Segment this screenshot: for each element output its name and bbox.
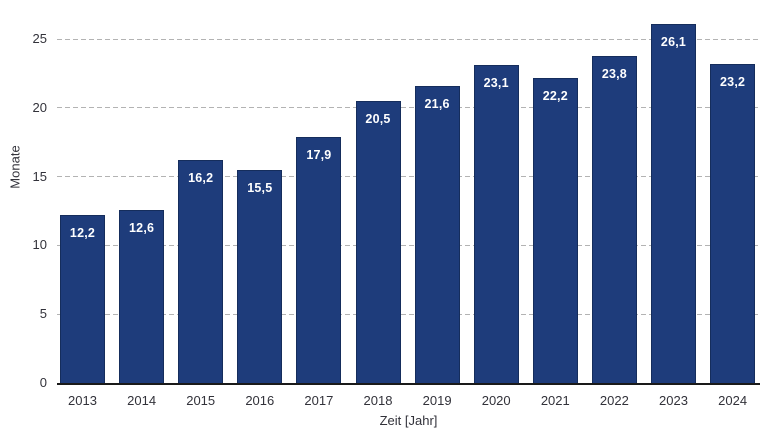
plot-area: 12,2 12,6 16,2 15,5 17,9 20,5 21,6 23,1 22,2 23,8… bbox=[57, 0, 760, 385]
bar-2013: 12,2 bbox=[60, 215, 105, 383]
bar-value-label-2014: 12,6 bbox=[129, 220, 155, 235]
x-tick-2017: 2017 bbox=[304, 393, 334, 408]
y-tick-0: 0 bbox=[39, 375, 47, 390]
y-tick-5: 5 bbox=[39, 306, 47, 322]
bar-2022: 23,8 bbox=[591, 55, 637, 383]
bar-value-label-2013: 12,2 bbox=[69, 226, 96, 241]
y-tick-10: 10 bbox=[32, 237, 47, 253]
bar-2020: 23,1 bbox=[473, 65, 519, 383]
bar-value-label-2018: 20,5 bbox=[365, 111, 391, 126]
bar-value-label-2021: 22,2 bbox=[542, 88, 568, 103]
x-tick-2020: 2020 bbox=[481, 393, 511, 408]
x-tick-2018: 2018 bbox=[363, 393, 393, 408]
bar-value-label-2020: 23,1 bbox=[483, 76, 509, 91]
x-tick-2015: 2015 bbox=[186, 393, 216, 408]
x-tick-2014: 2014 bbox=[127, 393, 157, 408]
bar-value-label-2023: 26,1 bbox=[660, 34, 687, 49]
gridline-15 bbox=[57, 176, 760, 178]
y-tick-25: 25 bbox=[32, 31, 47, 46]
x-tick-2022: 2022 bbox=[599, 393, 629, 408]
y-tick-15: 15 bbox=[32, 168, 47, 184]
bar-value-label-2015: 16,2 bbox=[188, 171, 214, 186]
bar-value-label-2024: 23,2 bbox=[720, 74, 746, 89]
x-tick-2016: 2016 bbox=[245, 393, 275, 408]
gridline-20 bbox=[57, 107, 760, 109]
x-axis-title: Zeit [Jahr] bbox=[379, 413, 438, 428]
bar-2014: 12,6 bbox=[119, 209, 165, 383]
x-tick-2024: 2024 bbox=[718, 393, 748, 408]
x-tick-2013: 2013 bbox=[68, 393, 97, 408]
bar-2021: 22,2 bbox=[532, 77, 578, 383]
x-tick-2021: 2021 bbox=[540, 393, 570, 408]
gridline-25 bbox=[57, 38, 760, 40]
bar-value-label-2019: 21,6 bbox=[424, 96, 450, 111]
gridline-5 bbox=[57, 313, 760, 315]
bar-2023: 26,1 bbox=[651, 23, 696, 383]
bar-2015: 16,2 bbox=[178, 160, 224, 383]
gridline-10 bbox=[57, 244, 760, 246]
bar-2018: 20,5 bbox=[355, 100, 401, 383]
bar-2016: 15,5 bbox=[237, 169, 283, 383]
x-tick-2019: 2019 bbox=[422, 393, 452, 408]
bar-value-label-2022: 23,8 bbox=[601, 66, 627, 81]
bar-2017: 17,9 bbox=[296, 136, 342, 383]
bar-2019: 21,6 bbox=[414, 85, 460, 383]
x-tick-2023: 2023 bbox=[659, 393, 688, 408]
bar-value-label-2017: 17,9 bbox=[306, 147, 332, 162]
bar-value-label-2016: 15,5 bbox=[247, 180, 273, 195]
bar-2024: 23,2 bbox=[710, 63, 756, 383]
y-tick-20: 20 bbox=[32, 99, 47, 115]
